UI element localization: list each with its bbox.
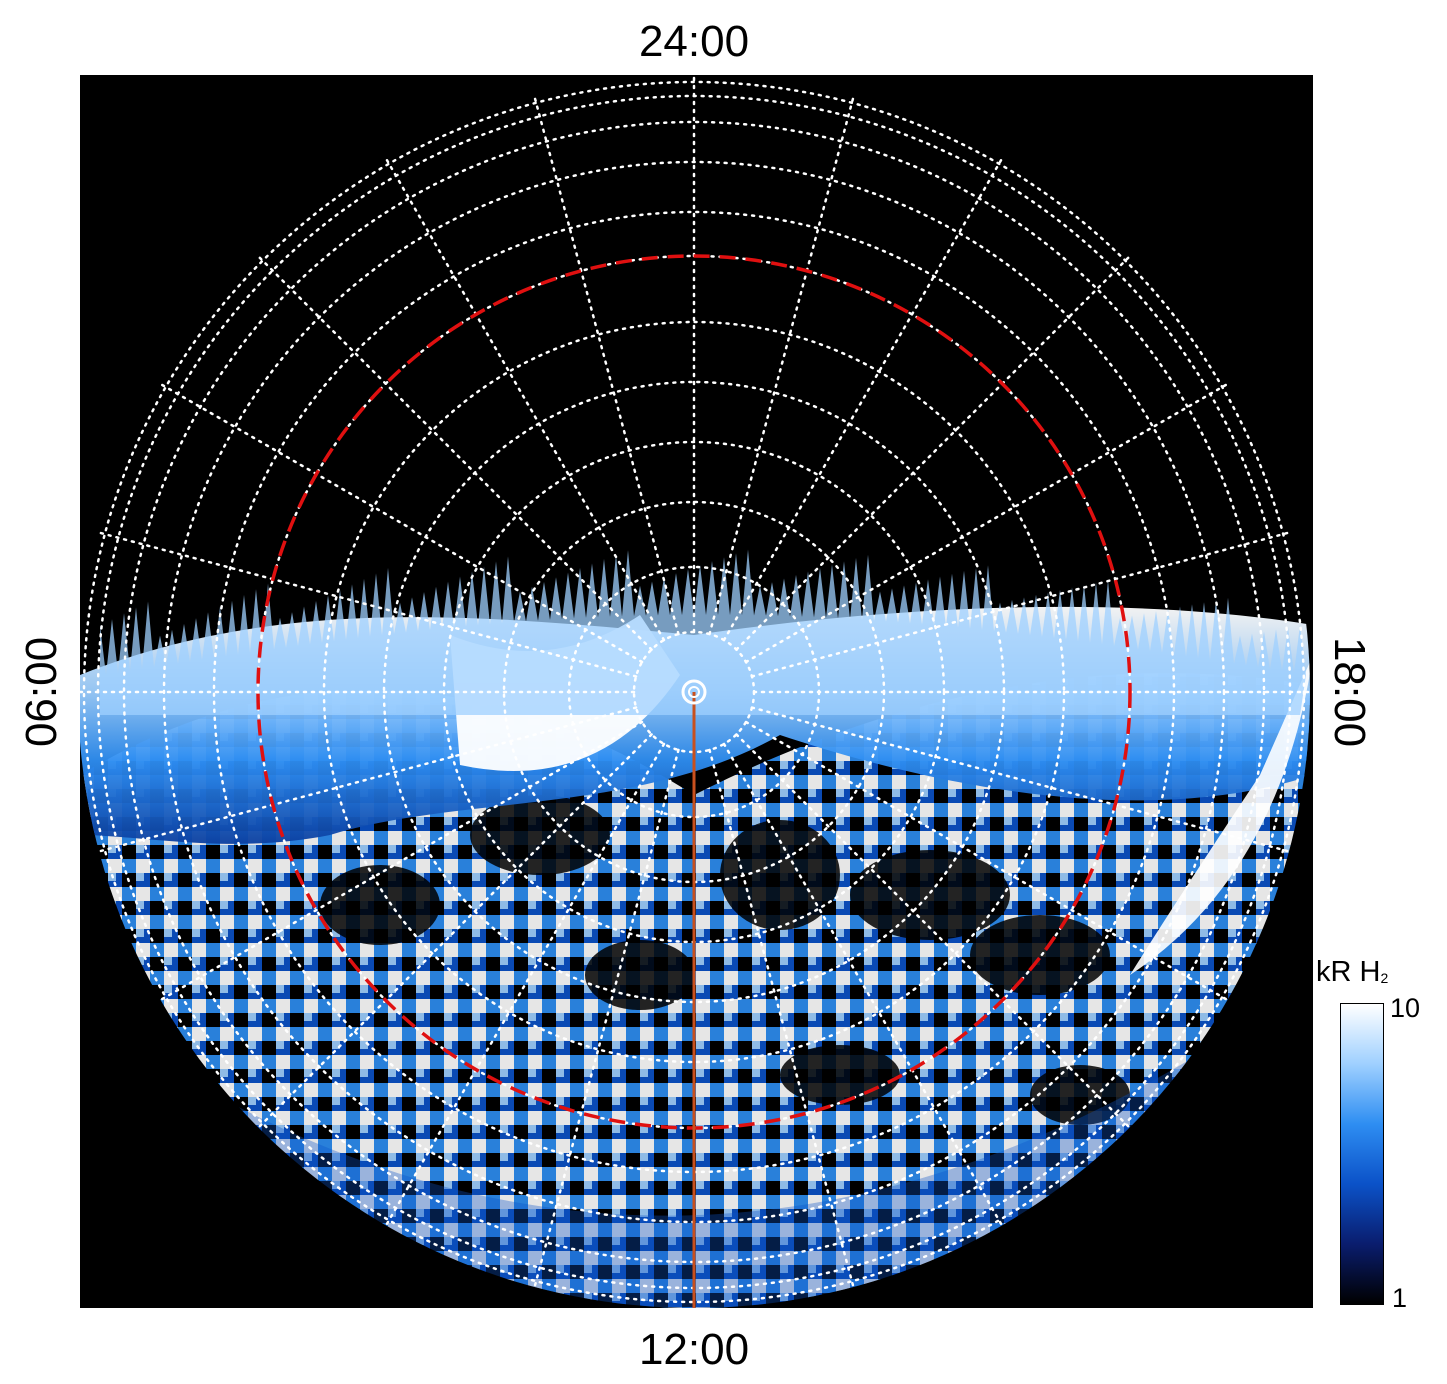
- longitude-spoke: [159, 720, 644, 1002]
- colorbar-title-subscript: 2: [1380, 970, 1389, 986]
- latitude-circle: [82, 80, 1306, 1304]
- longitude-spoke: [735, 733, 1131, 1129]
- longitude-spoke: [257, 733, 653, 1129]
- colorbar-title-unit: kR H: [1316, 956, 1381, 988]
- longitude-spoke: [384, 742, 666, 1227]
- longitude-spoke: [750, 706, 1291, 853]
- patchy-emission-region: [80, 673, 1310, 1308]
- pole-marker-outer: [681, 679, 707, 705]
- longitude-spoke: [97, 531, 638, 678]
- local-time-label-dusk: 18:00: [1325, 636, 1374, 748]
- longitude-spoke: [533, 95, 680, 636]
- longitude-spoke: [708, 95, 855, 636]
- emission-gap: [1030, 1065, 1130, 1125]
- longitude-spoke: [257, 255, 653, 651]
- emission-gap: [970, 915, 1110, 995]
- longitude-spoke: [750, 531, 1291, 678]
- longitude-spoke: [533, 748, 680, 1289]
- longitude-spoke: [97, 706, 638, 853]
- longitude-spoke: [722, 742, 1004, 1227]
- longitude-spoke: [708, 748, 855, 1289]
- latitude-circle: [322, 320, 1066, 1064]
- local-time-label-noon: 12:00: [638, 1325, 750, 1374]
- colorbar-title: kR H2: [1316, 956, 1388, 989]
- longitude-spoke: [159, 382, 644, 664]
- local-time-label-midnight: 24:00: [638, 17, 750, 66]
- longitude-spoke: [744, 382, 1229, 664]
- longitude-spoke: [722, 157, 1004, 642]
- pole-marker-inner: [688, 686, 700, 698]
- longitude-spoke: [744, 720, 1229, 1002]
- emission-gap: [320, 865, 440, 945]
- longitude-spoke: [384, 157, 666, 642]
- colorbar-min-label: 1: [1392, 1283, 1408, 1313]
- polar-plot-svg: [80, 75, 1313, 1308]
- local-time-label-dawn: 06:00: [17, 636, 66, 748]
- emission-gap: [720, 820, 840, 930]
- emission-gap: [780, 1045, 900, 1105]
- emission-gap: [850, 850, 1010, 940]
- colorbar-max-label: 10: [1390, 993, 1421, 1023]
- emission-gap: [585, 940, 695, 1010]
- longitude-spoke: [735, 255, 1131, 651]
- polar-projection-image: [80, 75, 1313, 1308]
- colorbar: [1340, 1003, 1384, 1305]
